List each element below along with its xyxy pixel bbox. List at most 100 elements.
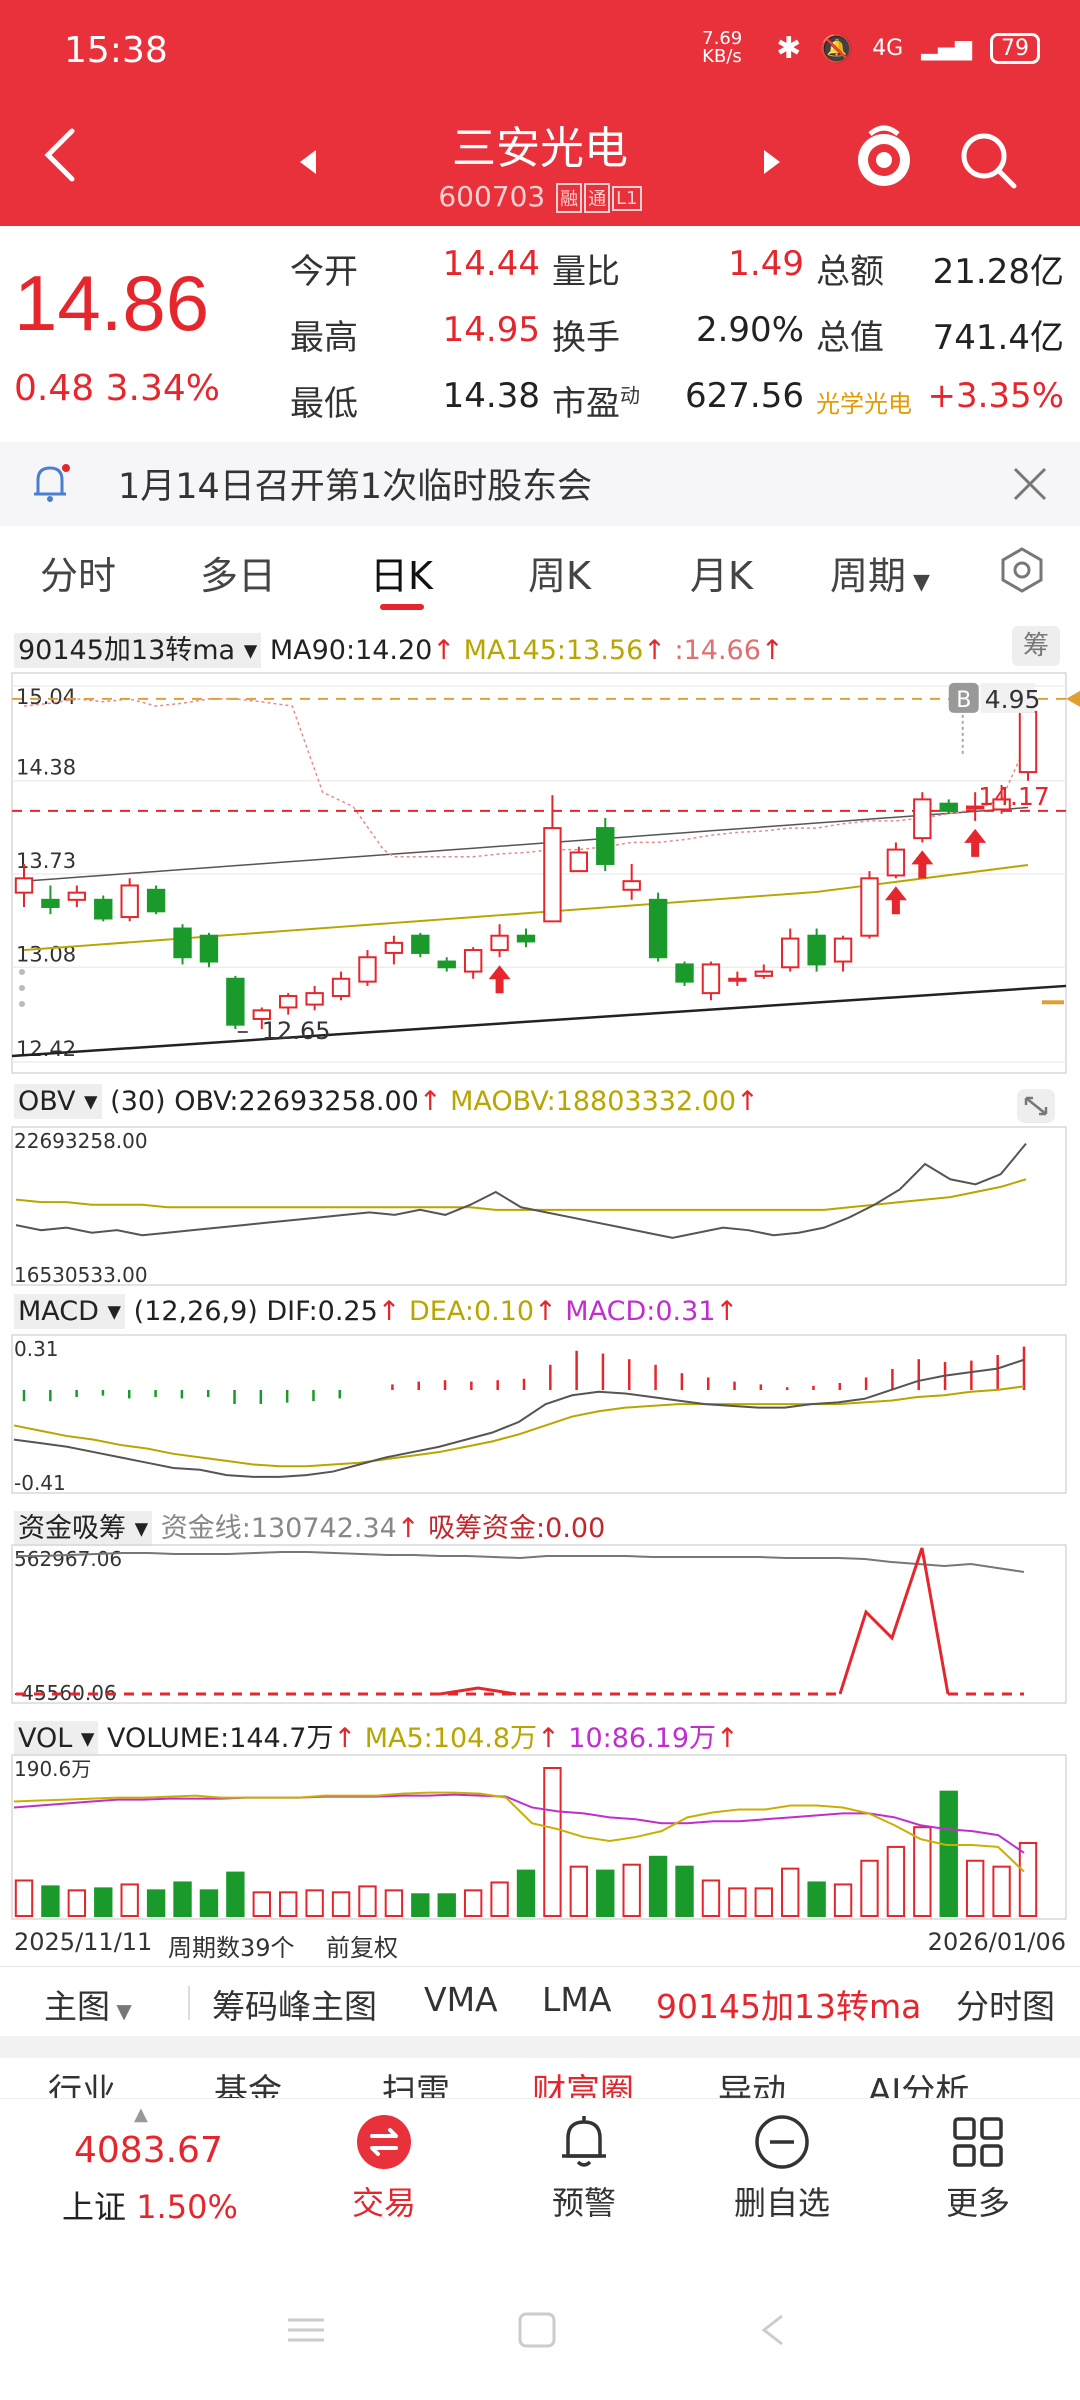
indicator-toolbar xyxy=(0,1966,1080,2036)
volume-bar xyxy=(490,1881,509,1918)
tool-main-chart[interactable]: 主图 ▼ xyxy=(44,1987,132,2026)
index-name: 上证 xyxy=(62,2188,127,2226)
obv-value: OBV:22693258.00 xyxy=(174,1086,419,1117)
tab-weekly-k[interactable]: 周K xyxy=(528,554,591,598)
home-icon[interactable] xyxy=(518,2312,556,2348)
close-icon[interactable] xyxy=(1012,466,1048,502)
back-nav-icon[interactable] xyxy=(761,2314,783,2346)
tool-lma[interactable]: LMA xyxy=(542,1980,612,2019)
quote-value: 14.38 xyxy=(442,376,540,416)
change-percent: 3.34% xyxy=(105,368,220,409)
nav-more[interactable]: 更多 xyxy=(945,2184,1010,2222)
quote-value: 14.44 xyxy=(442,244,540,284)
quote-value: 627.56 xyxy=(685,376,804,416)
quote-label: 总值 xyxy=(816,318,884,358)
quote-value: +3.35% xyxy=(927,376,1065,416)
vol-ma5-line xyxy=(13,1791,1025,1873)
price-pointer-icon xyxy=(1066,690,1080,707)
vol-legend: VOL ▾ VOLUME:144.7万↑ MA5:104.8万↑ 10:86.1… xyxy=(14,1716,739,1756)
nav-trade[interactable]: 交易 xyxy=(351,2184,416,2222)
pointer-marker xyxy=(1042,1000,1064,1005)
search-icon[interactable] xyxy=(958,130,1018,190)
macd-dif-line xyxy=(13,1358,1025,1478)
chip-indicator-selector[interactable]: 资金吸筹 ▾ xyxy=(14,1511,153,1546)
peek-ai[interactable]: AI分析 xyxy=(868,2072,970,2098)
volume-bar xyxy=(965,1859,985,1917)
tool-vma[interactable]: VMA xyxy=(424,1980,498,2019)
tab-period[interactable]: 周期 ▼ xyxy=(830,545,930,600)
peek-wealth[interactable]: 财富圈 xyxy=(532,2072,634,2098)
macd-params: (12,26,9) xyxy=(133,1296,258,1327)
ma90-value: MA90:14.20 xyxy=(269,635,433,666)
fund-line xyxy=(16,1551,1025,1573)
tool-intraday[interactable]: 分时图 xyxy=(956,1987,1055,2026)
more-grid-icon[interactable] xyxy=(952,2116,1004,2168)
period-count: 周期数39个 xyxy=(168,1934,295,1962)
volume-bar xyxy=(305,1889,324,1917)
candle-body xyxy=(992,798,1011,811)
expand-icon[interactable] xyxy=(1016,1088,1056,1124)
peek-abnormal[interactable]: 异动 xyxy=(718,2072,786,2098)
assistant-avatar-icon[interactable] xyxy=(852,122,916,190)
peek-mine[interactable]: 扫雷 xyxy=(382,2072,450,2098)
candle-body xyxy=(569,851,589,873)
obv-selector[interactable]: OBV ▾ xyxy=(14,1084,102,1119)
tab-daily-k[interactable]: 日K xyxy=(370,554,433,598)
stock-code: 600703 xyxy=(438,180,546,213)
tool-custom-ma[interactable]: 90145加13转ma xyxy=(656,1987,922,2026)
nav-remove-watchlist[interactable]: 删自选 xyxy=(733,2184,830,2222)
volume-bar xyxy=(120,1883,139,1917)
tab-intraday[interactable]: 分时 xyxy=(40,554,117,598)
alert-bell-icon[interactable] xyxy=(556,2112,612,2172)
candlestick-chart[interactable]: 15.04 14.38 13.73 13.08 12.42 12.65 B 4.95 14.17 xyxy=(0,672,1080,1074)
back-arrow-icon[interactable] xyxy=(36,125,86,185)
y-axis-label: 13.08 xyxy=(16,942,76,966)
tab-multiday[interactable]: 多日 xyxy=(200,554,277,598)
volume-value: VOLUME:144.7万 xyxy=(107,1723,334,1754)
notice-banner[interactable] xyxy=(0,442,1080,526)
settings-hex-icon[interactable] xyxy=(998,546,1046,594)
index-change[interactable]: 上证 1.50% xyxy=(62,2182,238,2228)
volume-bar xyxy=(781,1867,800,1917)
tool-chip-peak[interactable]: 筹码峰主图 xyxy=(212,1987,377,2026)
volume-bar xyxy=(437,1893,456,1918)
volume-bar xyxy=(252,1891,271,1918)
macd-chart[interactable]: 0.31 -0.41 xyxy=(0,1334,1080,1494)
trade-icon[interactable] xyxy=(356,2114,412,2170)
macd-dea: DEA:0.10 xyxy=(409,1296,535,1327)
chip-indicator-legend: 资金吸筹 ▾ 资金线:130742.34↑ 吸筹资金:0.00 xyxy=(14,1506,605,1546)
obv-y-top: 22693258.00 xyxy=(14,1129,148,1153)
peek-industry[interactable]: 行业 xyxy=(48,2072,116,2098)
candle-body xyxy=(41,898,60,909)
candle-body xyxy=(226,977,245,1026)
chip-distribution-button[interactable]: 筹 xyxy=(1012,626,1060,666)
volume-chart[interactable]: 190.6万 xyxy=(0,1754,1080,1920)
remove-watchlist-icon[interactable] xyxy=(754,2114,810,2170)
candle-body xyxy=(596,827,615,865)
quote-label: 量比 xyxy=(552,252,620,292)
macd-selector[interactable]: MACD ▾ xyxy=(14,1294,126,1329)
next-stock-icon[interactable] xyxy=(760,148,784,176)
recent-apps-icon[interactable] xyxy=(288,2318,324,2342)
high-label-bg xyxy=(980,682,1035,713)
notice-text[interactable]: 1月14日召开第1次临时股东会 xyxy=(118,467,593,507)
candle-body xyxy=(807,934,826,966)
tab-monthly-k[interactable]: 月K xyxy=(690,554,753,598)
vol-ma10-line xyxy=(13,1793,1025,1854)
peek-fund[interactable]: 基金 xyxy=(214,2072,282,2098)
quote-value: 14.95 xyxy=(442,310,540,350)
stock-title: 三安光电 xyxy=(452,123,628,174)
vol-selector[interactable]: VOL ▾ xyxy=(14,1721,99,1756)
candle-body xyxy=(1018,710,1038,774)
buy-signal-arrow-icon xyxy=(911,850,934,879)
candle-body xyxy=(279,994,298,1009)
prev-stock-icon[interactable] xyxy=(296,148,320,176)
volume-bar xyxy=(199,1889,219,1917)
volume-bar xyxy=(596,1869,615,1917)
index-value[interactable]: 4083.67 xyxy=(74,2130,223,2171)
main-indicator-selector[interactable]: 90145加13转ma ▾ xyxy=(14,633,262,668)
nav-alert[interactable]: 预警 xyxy=(551,2184,616,2222)
volume-bar xyxy=(173,1881,192,1918)
obv-chart[interactable]: 22693258.00 16530533.00 xyxy=(0,1126,1080,1286)
chip-absorb-chart[interactable]: 562967.06 -45560.06 xyxy=(0,1544,1080,1704)
